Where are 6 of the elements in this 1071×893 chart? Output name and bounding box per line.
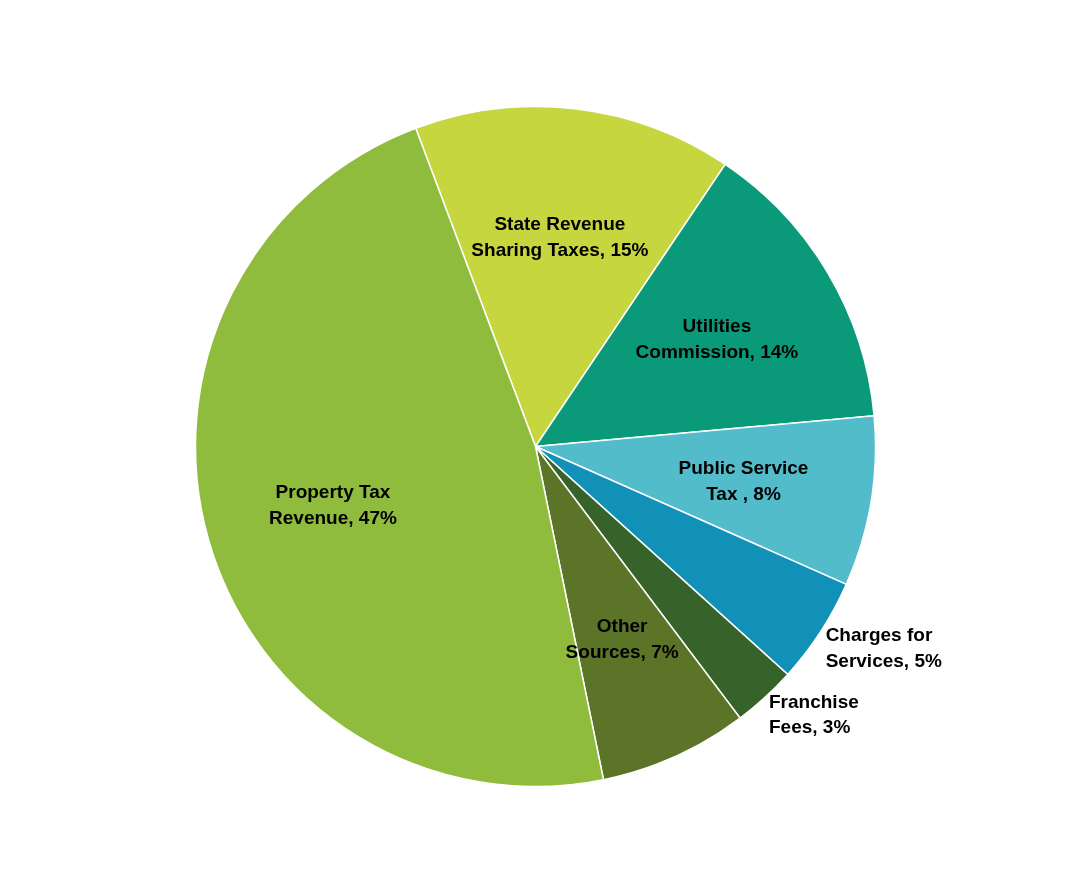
slice-label: Franchise Fees, 3%	[769, 690, 859, 738]
slice-label: Charges for Services, 5%	[825, 624, 942, 671]
slice-label: Utilities Commission, 14%	[635, 315, 799, 362]
slice-label: Property Tax Revenue, 47%	[269, 481, 397, 528]
slice-label: State Revenue Sharing Taxes, 15%	[471, 213, 649, 260]
slice-label: Public Service Tax , 8%	[678, 457, 809, 504]
